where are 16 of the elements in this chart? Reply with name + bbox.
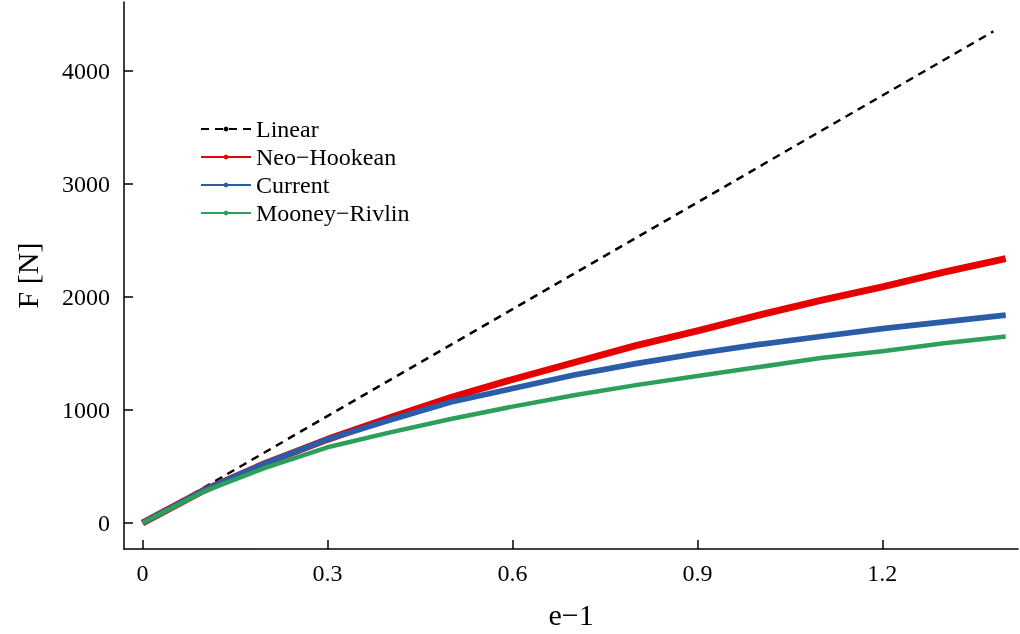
x-tick-label: 0 <box>136 560 149 586</box>
y-tick-label: 4000 <box>62 57 110 84</box>
x-tick-label: 0.6 <box>497 560 528 586</box>
y-tick-label: 2000 <box>62 283 110 310</box>
y-tick-label: 3000 <box>62 170 110 197</box>
y-tick-label: 0 <box>98 510 110 537</box>
legend-label: Mooney−Rivlin <box>256 200 410 226</box>
x-tick-label: 1.2 <box>867 560 898 586</box>
legend-label: Neo−Hookean <box>256 144 397 170</box>
x-tick-label: 0.3 <box>312 560 343 586</box>
y-tick-label: 1000 <box>62 396 110 423</box>
legend-label: Current <box>256 172 330 198</box>
x-tick-label: 0.9 <box>682 560 713 586</box>
y-axis-title: F [N] <box>10 242 44 309</box>
legend-label: Linear <box>256 116 319 142</box>
x-axis-title: e−1 <box>548 597 594 631</box>
